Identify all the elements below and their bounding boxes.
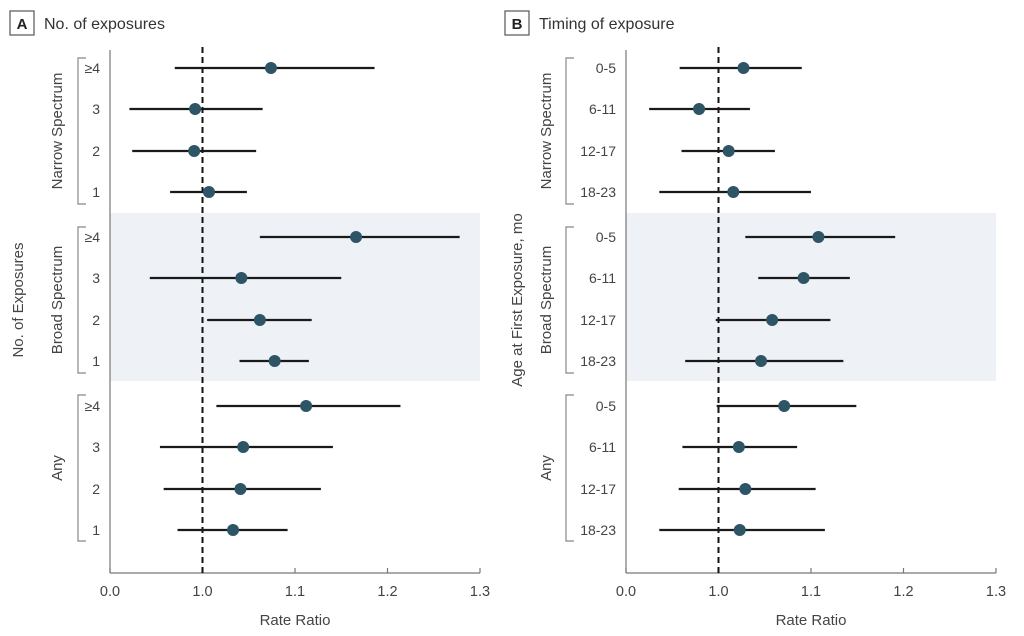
point-estimate <box>268 355 281 367</box>
point-estimate <box>737 62 750 74</box>
group-bracket <box>565 394 574 542</box>
panel-title: Timing of exposure <box>539 16 675 33</box>
shaded-band-broad-spectrum <box>626 213 996 381</box>
point-estimate <box>227 524 240 536</box>
x-axis-title: Rate Ratio <box>260 612 331 629</box>
row-label: 6-11 <box>589 439 616 455</box>
row-label: 1 <box>92 184 100 200</box>
point-estimate <box>727 186 740 198</box>
x-tick-label: 1.0 <box>192 584 212 600</box>
x-axis-title: Rate Ratio <box>776 612 847 629</box>
group-label: Narrow Spectrum <box>49 73 66 190</box>
row-label: 3 <box>92 270 100 286</box>
row-label: 2 <box>92 312 100 328</box>
row-label: 3 <box>92 101 100 117</box>
panel-letter: A <box>17 16 28 33</box>
point-estimate <box>237 441 250 453</box>
x-tick-label: 1.3 <box>986 584 1006 600</box>
row-label: 12-17 <box>580 312 616 328</box>
group-label: Any <box>538 455 555 481</box>
point-estimate <box>235 272 248 284</box>
group-bracket <box>565 57 574 205</box>
group-bracket <box>565 226 574 374</box>
row-label: 0-5 <box>596 60 616 76</box>
point-estimate <box>797 272 810 284</box>
row-label: ≥4 <box>85 60 101 76</box>
panel-letter: B <box>512 16 523 33</box>
point-estimate <box>739 483 752 495</box>
x-tick-label: 1.1 <box>801 584 821 600</box>
point-estimate <box>202 186 215 198</box>
group-bracket <box>77 226 86 374</box>
row-label: 2 <box>92 481 100 497</box>
group-label: Broad Spectrum <box>538 246 555 354</box>
x-tick-label: 1.3 <box>470 584 490 600</box>
panel-title: No. of exposures <box>44 16 165 33</box>
row-label: 1 <box>92 353 100 369</box>
point-estimate <box>812 231 825 243</box>
point-estimate <box>350 231 363 243</box>
row-label: 18-23 <box>580 522 616 538</box>
panel-letter-box <box>504 10 530 36</box>
row-label: ≥4 <box>85 229 101 245</box>
x-tick-label: 1.2 <box>893 584 913 600</box>
point-estimate <box>189 103 202 115</box>
row-label: 6-11 <box>589 101 616 117</box>
row-label: 0-5 <box>596 229 616 245</box>
shaded-band-broad-spectrum <box>110 213 480 381</box>
group-bracket <box>77 57 86 205</box>
point-estimate <box>264 62 277 74</box>
row-label: 18-23 <box>580 184 616 200</box>
x-tick-label: 1.1 <box>285 584 305 600</box>
y-axis-title: No. of Exposures <box>10 242 27 357</box>
point-estimate <box>300 400 313 412</box>
point-estimate <box>253 314 266 326</box>
x-tick-label: 0.0 <box>100 584 120 600</box>
y-axis-title: Age at First Exposure, mo <box>509 213 526 386</box>
group-label: Narrow Spectrum <box>538 73 555 190</box>
row-label: 6-11 <box>589 270 616 286</box>
row-label: 12-17 <box>580 481 616 497</box>
row-label: 0-5 <box>596 398 616 414</box>
group-bracket <box>77 394 86 542</box>
point-estimate <box>693 103 706 115</box>
x-tick-label: 1.2 <box>377 584 397 600</box>
row-label: 12-17 <box>580 143 616 159</box>
point-estimate <box>234 483 247 495</box>
point-estimate <box>722 145 735 157</box>
point-estimate <box>766 314 779 326</box>
point-estimate <box>733 524 746 536</box>
x-tick-label: 1.0 <box>708 584 728 600</box>
point-estimate <box>732 441 745 453</box>
row-label: ≥4 <box>85 398 101 414</box>
row-label: 2 <box>92 143 100 159</box>
row-label: 3 <box>92 439 100 455</box>
group-label: Broad Spectrum <box>49 246 66 354</box>
row-label: 18-23 <box>580 353 616 369</box>
group-label: Any <box>49 455 66 481</box>
point-estimate <box>778 400 791 412</box>
point-estimate <box>188 145 201 157</box>
panel-letter-box <box>9 10 35 36</box>
point-estimate <box>755 355 768 367</box>
x-tick-label: 0.0 <box>616 584 636 600</box>
row-label: 1 <box>92 522 100 538</box>
